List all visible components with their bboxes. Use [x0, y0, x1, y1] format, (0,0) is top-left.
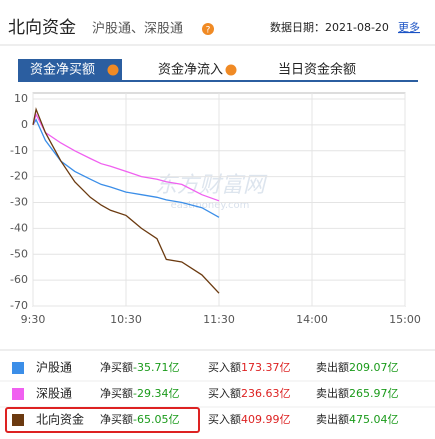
row-name: 深股通 — [36, 387, 72, 401]
series-line — [32, 112, 220, 202]
y-tick-label: -20 — [10, 170, 28, 183]
sell-value: 209.07亿 — [349, 361, 399, 374]
x-tick-label: 11:30 — [203, 313, 235, 326]
y-tick-label: -40 — [10, 221, 28, 234]
series-line — [32, 118, 220, 218]
date-line: 数据日期：2021-08-20 — [270, 20, 389, 34]
x-tick-label: 10:30 — [110, 313, 142, 326]
y-tick-label: -50 — [10, 247, 28, 260]
help-icon[interactable] — [107, 64, 119, 76]
legend-swatch — [12, 362, 24, 374]
sell-value: 475.04亿 — [349, 413, 399, 426]
watermark: 东方财富网 — [155, 173, 268, 198]
legend-swatch — [12, 414, 24, 426]
y-tick-label: 0 — [21, 118, 28, 131]
sell-label: 卖出额 — [316, 412, 349, 426]
more-link[interactable]: 更多 — [398, 20, 420, 34]
series-line — [32, 107, 220, 294]
x-tick-label: 14:00 — [296, 313, 328, 326]
buy-value: 236.63亿 — [241, 387, 291, 400]
y-tick-label: -10 — [10, 144, 28, 157]
tab[interactable]: 资金净买额 — [30, 62, 95, 78]
buy-label: 买入额 — [208, 387, 241, 400]
net-label: 净买额 — [100, 412, 133, 426]
net-cell: 净买额-29.34亿 — [100, 386, 179, 400]
title: 北向资金 — [8, 18, 76, 38]
buy-cell: 买入额236.63亿 — [208, 387, 291, 400]
sell-cell: 卖出额265.97亿 — [316, 386, 399, 400]
tab[interactable]: 当日资金余额 — [278, 62, 356, 78]
help-mark: ? — [206, 26, 211, 36]
y-tick-label: -60 — [10, 273, 28, 286]
net-value: -35.71亿 — [133, 361, 179, 374]
help-icon[interactable] — [202, 23, 214, 35]
highlight-box — [5, 407, 200, 433]
x-tick-label: 9:30 — [21, 313, 46, 326]
y-tick-label: -70 — [10, 299, 28, 312]
sell-label: 卖出额 — [316, 386, 349, 400]
date-label: 数据日期： — [270, 20, 325, 34]
buy-label: 买入额 — [208, 413, 241, 426]
buy-cell: 买入额409.99亿 — [208, 413, 291, 426]
watermark-sub: eastmoney.com — [171, 200, 250, 211]
net-label: 净买额 — [100, 360, 133, 374]
net-cell: 净买额-35.71亿 — [100, 360, 179, 374]
row-name: 沪股通 — [36, 361, 72, 375]
buy-label: 买入额 — [208, 361, 241, 374]
net-cell: 净买额-65.05亿 — [100, 412, 179, 426]
tab[interactable]: 资金净流入 — [158, 62, 223, 78]
plot: 东方财富网 eastmoney.com 10 0 -10 -20 -30 -40 -50 -60 -… — [10, 92, 421, 326]
net-value: -65.05亿 — [133, 413, 179, 426]
x-tick-label: 15:00 — [389, 313, 421, 326]
y-tick-label: -30 — [10, 196, 28, 209]
buy-value: 409.99亿 — [241, 413, 291, 426]
date: 2021-08-20 — [325, 21, 389, 34]
legend-swatch — [12, 388, 24, 400]
sell-label: 卖出额 — [316, 360, 349, 374]
sell-value: 265.97亿 — [349, 387, 399, 400]
buy-value: 173.37亿 — [241, 361, 291, 374]
net-label: 净买额 — [100, 386, 133, 400]
row-name: 北向资金 — [36, 412, 84, 427]
sell-cell: 卖出额475.04亿 — [316, 412, 399, 426]
help-icon[interactable] — [225, 64, 237, 76]
sell-cell: 卖出额209.07亿 — [316, 360, 399, 374]
buy-cell: 买入额173.37亿 — [208, 361, 291, 374]
tab-active[interactable] — [18, 59, 122, 81]
net-value: -29.34亿 — [133, 387, 179, 400]
y-tick-label: 10 — [14, 92, 28, 105]
subtitle: 沪股通、深股通 — [92, 21, 183, 37]
